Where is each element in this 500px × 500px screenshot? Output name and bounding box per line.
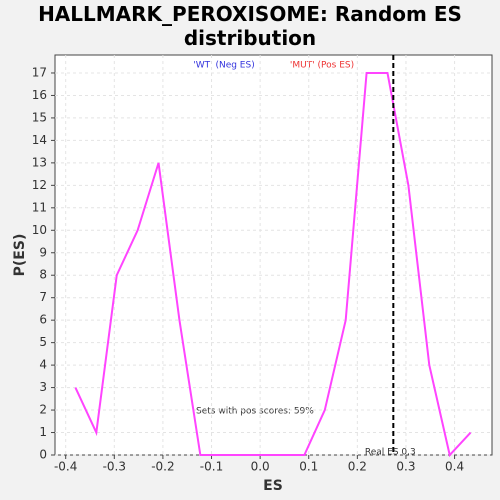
y-tick-label: 3 bbox=[39, 380, 47, 394]
x-tick-label: 0.3 bbox=[396, 460, 415, 474]
x-tick-label: 0.0 bbox=[251, 460, 270, 474]
y-tick-label: 10 bbox=[32, 223, 47, 237]
y-tick-label: 7 bbox=[39, 290, 47, 304]
y-tick-label: 16 bbox=[32, 88, 47, 102]
y-tick-label: 8 bbox=[39, 268, 47, 282]
x-tick-label: 0.4 bbox=[445, 460, 464, 474]
es-line bbox=[74, 71, 472, 458]
legend-pos: 'MUT' (Pos ES) bbox=[290, 61, 354, 71]
y-tick-label: 9 bbox=[39, 245, 47, 259]
y-tick-label: 0 bbox=[39, 448, 47, 462]
y-axis-label: P(ES) bbox=[12, 234, 28, 277]
y-tick-label: 11 bbox=[32, 200, 47, 214]
y-tick-label: 2 bbox=[39, 403, 47, 417]
x-tick-label: -0.3 bbox=[103, 460, 126, 474]
y-tick-label: 1 bbox=[39, 425, 47, 439]
y-tick-label: 14 bbox=[32, 133, 47, 147]
legend-neg: 'WT' (Neg ES) bbox=[193, 61, 254, 71]
y-tick-label: 17 bbox=[32, 65, 47, 79]
y-tick-label: 5 bbox=[39, 335, 47, 349]
x-tick-label: 0.2 bbox=[348, 460, 367, 474]
y-tick-label: 13 bbox=[32, 155, 47, 169]
y-tick-label: 4 bbox=[39, 358, 47, 372]
y-tick-label: 12 bbox=[32, 178, 47, 192]
x-tick-label: -0.2 bbox=[151, 460, 174, 474]
x-tick-label: 0.1 bbox=[299, 460, 318, 474]
x-tick-label: -0.4 bbox=[54, 460, 77, 474]
real-es-label: Real ES 0.3 bbox=[365, 448, 416, 458]
x-tick-label: -0.1 bbox=[200, 460, 223, 474]
y-tick-label: 6 bbox=[39, 313, 47, 327]
chart-title: HALLMARK_PEROXISOME: Random ES distribut… bbox=[38, 2, 462, 50]
x-axis-label: ES bbox=[263, 478, 283, 494]
y-tick-label: 15 bbox=[32, 110, 47, 124]
annotation: Sets with pos scores: 59% bbox=[196, 407, 314, 417]
plot-area bbox=[54, 54, 493, 456]
